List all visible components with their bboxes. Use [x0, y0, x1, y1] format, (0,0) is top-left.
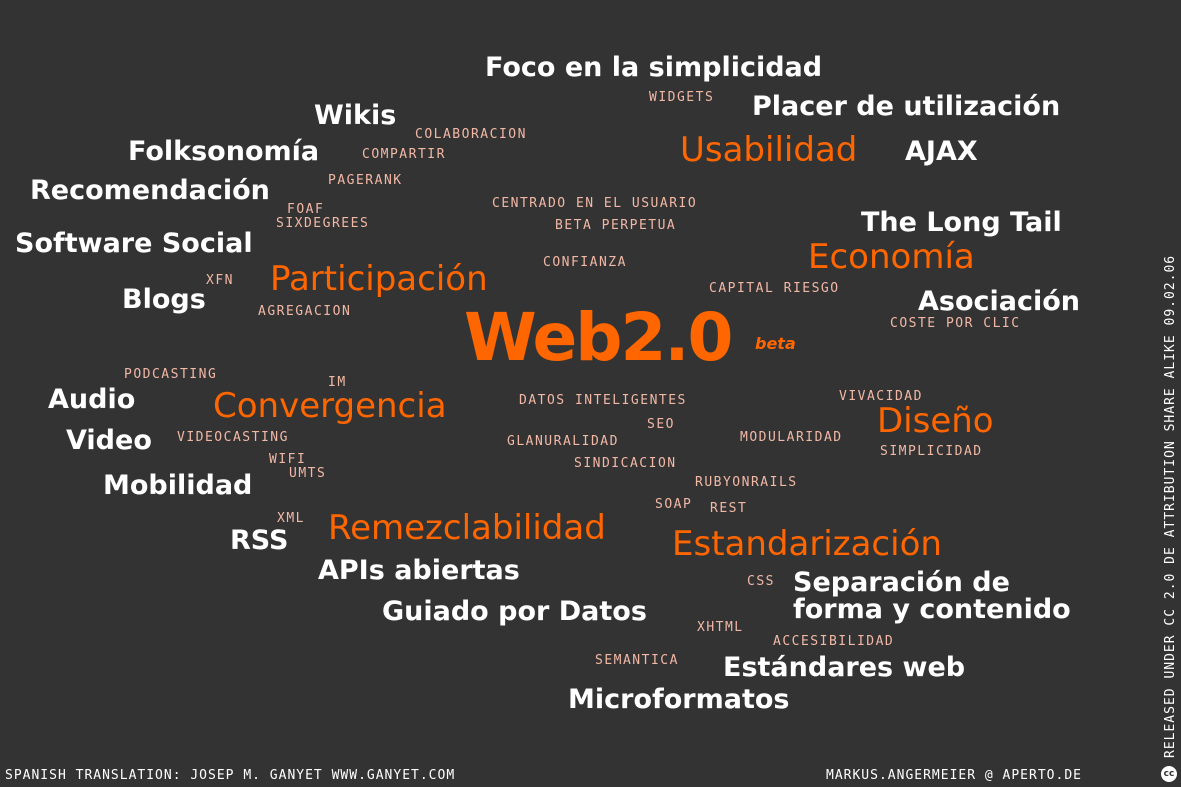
term-placer: Placer de utilización	[752, 91, 1061, 122]
term-soap: SOAP	[655, 497, 693, 512]
term-beta-perpetua: BETA PERPETUA	[555, 218, 677, 233]
term-estandarizacion: Estandarización	[672, 524, 942, 564]
term-separacion-2: forma y contenido	[793, 594, 1071, 625]
term-capital-riesgo: CAPITAL RIESGO	[709, 281, 840, 296]
author-credit: MARKUS.ANGERMEIER @ APERTO.DE	[826, 768, 1082, 783]
term-pagerank: PAGERANK	[328, 173, 403, 188]
term-estandares: Estándares web	[723, 652, 966, 683]
term-software-social: Software Social	[15, 228, 253, 259]
term-umts: UMTS	[289, 466, 327, 481]
term-recomendacion: Recomendación	[30, 175, 270, 206]
term-compartir: COMPARTIR	[362, 147, 446, 162]
term-usabilidad: Usabilidad	[680, 130, 858, 170]
term-xml: XML	[277, 511, 305, 526]
term-participacion: Participación	[270, 259, 488, 299]
web20-title: Web2.0	[464, 299, 733, 376]
term-sixdegrees: SIXDEGREES	[276, 216, 370, 231]
term-xfn: XFN	[206, 273, 234, 288]
term-foco: Foco en la simplicidad	[485, 52, 823, 83]
term-podcasting: PODCASTING	[124, 367, 218, 382]
term-agregacion: AGREGACION	[258, 304, 352, 319]
term-rubyonrails: RUBYONRAILS	[695, 475, 798, 490]
term-simplicidad: SIMPLICIDAD	[880, 444, 983, 459]
term-wikis: Wikis	[314, 100, 397, 131]
term-css: CSS	[747, 574, 775, 589]
term-widgets: WIDGETS	[649, 90, 715, 105]
term-coste-por-clic: COSTE POR CLIC	[890, 316, 1021, 331]
term-datos-inteligentes: DATOS INTELIGENTES	[519, 393, 687, 408]
term-im: IM	[328, 375, 347, 390]
term-asociacion: Asociación	[918, 286, 1081, 317]
term-confianza: CONFIANZA	[543, 255, 627, 270]
term-remezclabilidad: Remezclabilidad	[328, 508, 606, 548]
term-colaboracion: COLABORACION	[415, 127, 527, 142]
term-audio: Audio	[48, 384, 136, 415]
term-rest: REST	[710, 501, 748, 516]
term-sindicacion: SINDICACION	[574, 456, 677, 471]
term-diseno: Diseño	[877, 401, 994, 441]
term-xhtml: XHTML	[697, 620, 744, 635]
term-guiado: Guiado por Datos	[382, 596, 647, 627]
term-folksonomia: Folksonomía	[128, 136, 320, 167]
term-videocasting: VIDEOCASTING	[177, 430, 289, 445]
term-longtail: The Long Tail	[861, 207, 1062, 238]
beta-tag: beta	[755, 334, 796, 353]
term-seo: SEO	[647, 417, 675, 432]
term-separacion-1: Separación de	[793, 567, 1010, 598]
term-microformatos: Microformatos	[568, 684, 790, 715]
term-video: Video	[66, 425, 152, 456]
translation-credit: SPANISH TRANSLATION: JOSEP M. GANYET WWW…	[5, 768, 456, 783]
cc-license-icon: cc	[1161, 766, 1177, 782]
term-accesibilidad: ACCESIBILIDAD	[773, 634, 895, 649]
term-apis: APIs abiertas	[318, 555, 520, 586]
term-blogs: Blogs	[122, 284, 206, 315]
term-convergencia: Convergencia	[213, 386, 447, 426]
term-modularidad: MODULARIDAD	[740, 430, 843, 445]
term-semantica: SEMANTICA	[595, 653, 679, 668]
license-notice: RELEASED UNDER CC 2.0 DE ATTRIBUTION SHA…	[1163, 254, 1178, 758]
term-ajax: AJAX	[905, 136, 978, 167]
term-foaf: FOAF	[287, 202, 325, 217]
term-wifi: WIFI	[269, 452, 307, 467]
term-vivacidad: VIVACIDAD	[839, 389, 923, 404]
term-rss: RSS	[230, 525, 289, 556]
term-centrado: CENTRADO EN EL USUARIO	[492, 196, 698, 211]
term-granularidad: GLANURALIDAD	[507, 434, 619, 449]
term-economia: Economía	[808, 237, 975, 277]
term-mobilidad: Mobilidad	[103, 470, 253, 501]
